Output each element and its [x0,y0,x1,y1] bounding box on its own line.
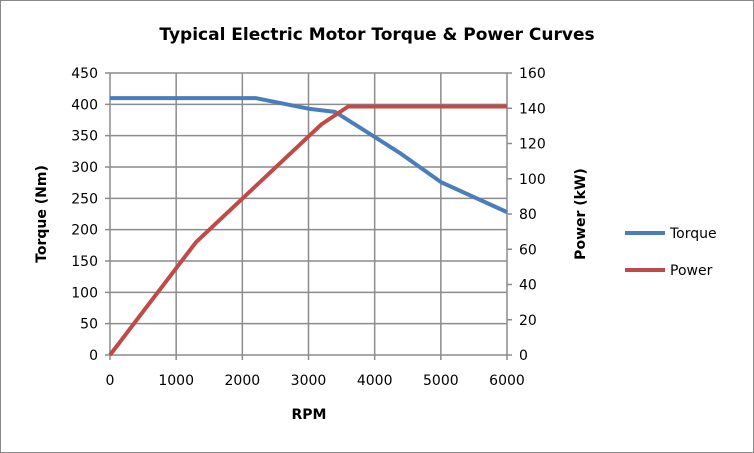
y2-axis-label: Power (kW) [573,168,589,260]
y-tick-label: 50 [80,317,98,333]
x-axis-label: RPM [292,407,327,423]
y-tick-label: 200 [71,223,98,239]
y2-tick-label: 20 [519,313,537,329]
y-tick-label: 100 [71,285,98,301]
x-tick-label: 1000 [158,373,194,389]
x-tick-label: 5000 [423,373,459,389]
x-tick-label: 4000 [357,373,393,389]
y2-tick-label: 140 [519,101,546,117]
grid [105,72,512,360]
legend-label-power: Power [670,263,713,279]
series-line-power [108,104,507,357]
y-tick-label: 400 [71,97,98,113]
x-tick-label: 3000 [291,373,327,389]
y-axis-label: Torque (Nm) [34,165,50,263]
x-tick-label: 0 [106,373,115,389]
tick-labels: 0 50 100 150 200 250 300 350 400 450 0 20 40 60 80 100 1… [71,66,545,389]
x-tick-label: 2000 [225,373,261,389]
y2-tick-label: 80 [519,207,537,223]
y-tick-label: 250 [71,191,98,207]
y2-tick-label: 100 [519,172,546,188]
chart-title: Typical Electric Motor Torque & Power Cu… [159,25,594,45]
series-line-torque [110,96,508,214]
legend: Torque Power [625,226,717,279]
legend-label-torque: Torque [669,226,717,242]
y-tick-label: 150 [71,254,98,270]
y-tick-label: 300 [71,160,98,176]
y2-tick-label: 40 [519,278,537,294]
y-tick-label: 350 [71,129,98,145]
y-tick-label: 0 [89,348,98,364]
y2-tick-label: 120 [519,137,546,153]
series-lines [108,96,508,357]
y2-tick-label: 160 [519,66,546,82]
y-tick-label: 450 [71,66,98,82]
x-tick-label: 6000 [489,373,525,389]
y2-tick-label: 0 [519,348,528,364]
y2-tick-label: 60 [519,242,537,258]
